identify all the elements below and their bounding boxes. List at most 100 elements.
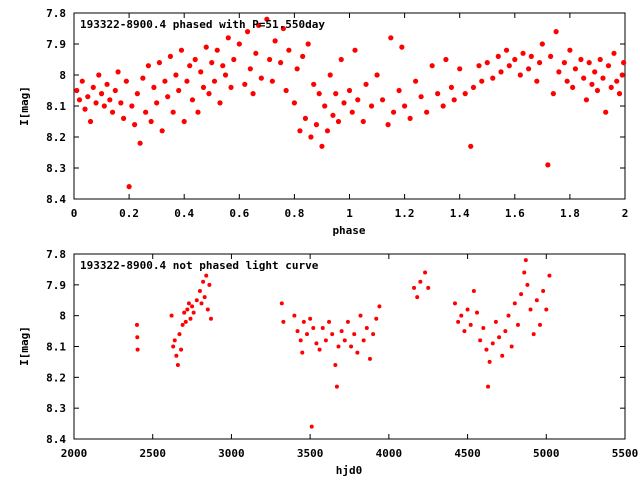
phased-data-point: [192, 56, 198, 63]
unphased-data-point: [486, 384, 491, 389]
phased-data-point: [151, 84, 157, 90]
unphased-data-point: [525, 282, 530, 287]
phased-data-point: [313, 122, 320, 128]
phased-y-tick-label: 7.8: [46, 7, 66, 20]
unphased-data-point: [179, 347, 184, 352]
phased-data-point: [539, 41, 545, 47]
phased-data-point: [98, 91, 105, 97]
phased-x-tick-label: 1.4: [450, 207, 470, 220]
unphased-data-point: [327, 319, 332, 324]
phased-data-point: [616, 91, 623, 97]
phased-data-point: [498, 69, 504, 75]
unphased-data-point: [371, 332, 376, 337]
phased-data-point: [399, 44, 405, 50]
phased-data-point: [129, 103, 135, 109]
phased-data-point: [476, 63, 482, 69]
phased-data-point: [621, 60, 627, 66]
phased-data-point: [349, 109, 355, 115]
phased-data-point: [402, 103, 408, 109]
unphased-data-point: [423, 270, 428, 275]
phased-data-point: [490, 75, 496, 81]
phased-data-point: [368, 103, 375, 109]
unphased-data-point: [330, 332, 335, 337]
phased-data-point: [178, 47, 185, 53]
phased-data-point: [534, 78, 540, 84]
phased-data-point: [225, 35, 231, 41]
unphased-x-tick-label: 5500: [612, 447, 639, 460]
phased-data-point: [528, 53, 534, 60]
unphased-x-tick-label: 5000: [533, 447, 560, 460]
phased-data-point: [470, 84, 477, 90]
unphased-data-point: [314, 341, 319, 346]
phased-data-point: [242, 81, 248, 87]
phased-data-point: [484, 60, 490, 66]
unphased-data-point: [374, 316, 379, 321]
phased-data-point: [594, 87, 601, 94]
unphased-data-point: [418, 279, 423, 284]
phased-data-point: [570, 84, 576, 90]
phased-data-point: [495, 53, 501, 60]
unphased-data-point: [320, 326, 325, 330]
phased-data-point: [341, 100, 347, 106]
unphased-data-point: [182, 310, 187, 315]
unphased-data-point: [201, 279, 206, 284]
phased-data-point: [548, 53, 554, 60]
phased-data-point: [355, 97, 361, 103]
phased-data-point: [603, 109, 609, 115]
unphased-data-point: [207, 282, 212, 287]
phased-y-tick-label: 8.2: [46, 131, 66, 144]
unphased-y-tick-label: 8.3: [46, 402, 66, 415]
phased-data-point: [134, 91, 140, 97]
phased-data-point: [335, 118, 342, 125]
phased-data-point: [253, 50, 259, 56]
phased-data-point: [567, 47, 573, 53]
unphased-data-point: [134, 322, 139, 327]
unphased-data-point: [534, 298, 539, 303]
phased-data-point: [583, 97, 590, 103]
unphased-data-point: [352, 332, 357, 337]
phased-data-point: [429, 63, 435, 69]
phased-data-point: [170, 109, 176, 115]
phased-x-tick-label: 0: [71, 207, 78, 220]
phased-data-point: [324, 128, 331, 134]
phased-data-point: [443, 56, 449, 63]
phased-data-point: [311, 81, 317, 87]
unphased-data-point: [186, 301, 191, 306]
phased-x-tick-label: 0.6: [229, 207, 249, 220]
unphased-data-point: [190, 304, 195, 309]
unphased-data-point: [301, 319, 306, 324]
phased-data-point: [76, 97, 83, 103]
phased-data-point: [352, 47, 358, 53]
phased-data-point: [597, 56, 603, 63]
phased-data-point: [308, 134, 314, 140]
unphased-data-point: [205, 307, 210, 312]
unphased-data-point: [135, 335, 140, 340]
unphased-data-point: [415, 295, 420, 300]
phased-data-point: [181, 118, 187, 125]
phased-y-tick-label: 8.1: [46, 100, 66, 113]
unphased-points: [134, 258, 552, 429]
phased-data-point: [418, 94, 424, 100]
phased-points: [74, 16, 627, 190]
phased-data-point: [297, 128, 303, 134]
phased-data-point: [503, 47, 510, 53]
phased-data-point: [250, 91, 256, 97]
phased-data-point: [244, 29, 251, 35]
unphased-data-point: [323, 338, 328, 343]
phased-data-point: [217, 100, 223, 106]
phased-data-point: [140, 75, 146, 81]
phased-data-point: [605, 63, 612, 69]
phased-data-point: [228, 84, 234, 90]
phased-data-point: [187, 63, 193, 69]
phased-data-point: [520, 50, 526, 56]
phased-data-point: [123, 78, 129, 84]
unphased-data-point: [490, 341, 495, 346]
unphased-data-point: [528, 307, 533, 312]
unphased-data-point: [304, 332, 309, 337]
phased-x-tick-label: 2: [622, 207, 629, 220]
phased-data-point: [440, 103, 446, 109]
phased-data-point: [379, 97, 386, 103]
phased-data-point: [462, 91, 468, 97]
unphased-data-point: [208, 316, 213, 321]
